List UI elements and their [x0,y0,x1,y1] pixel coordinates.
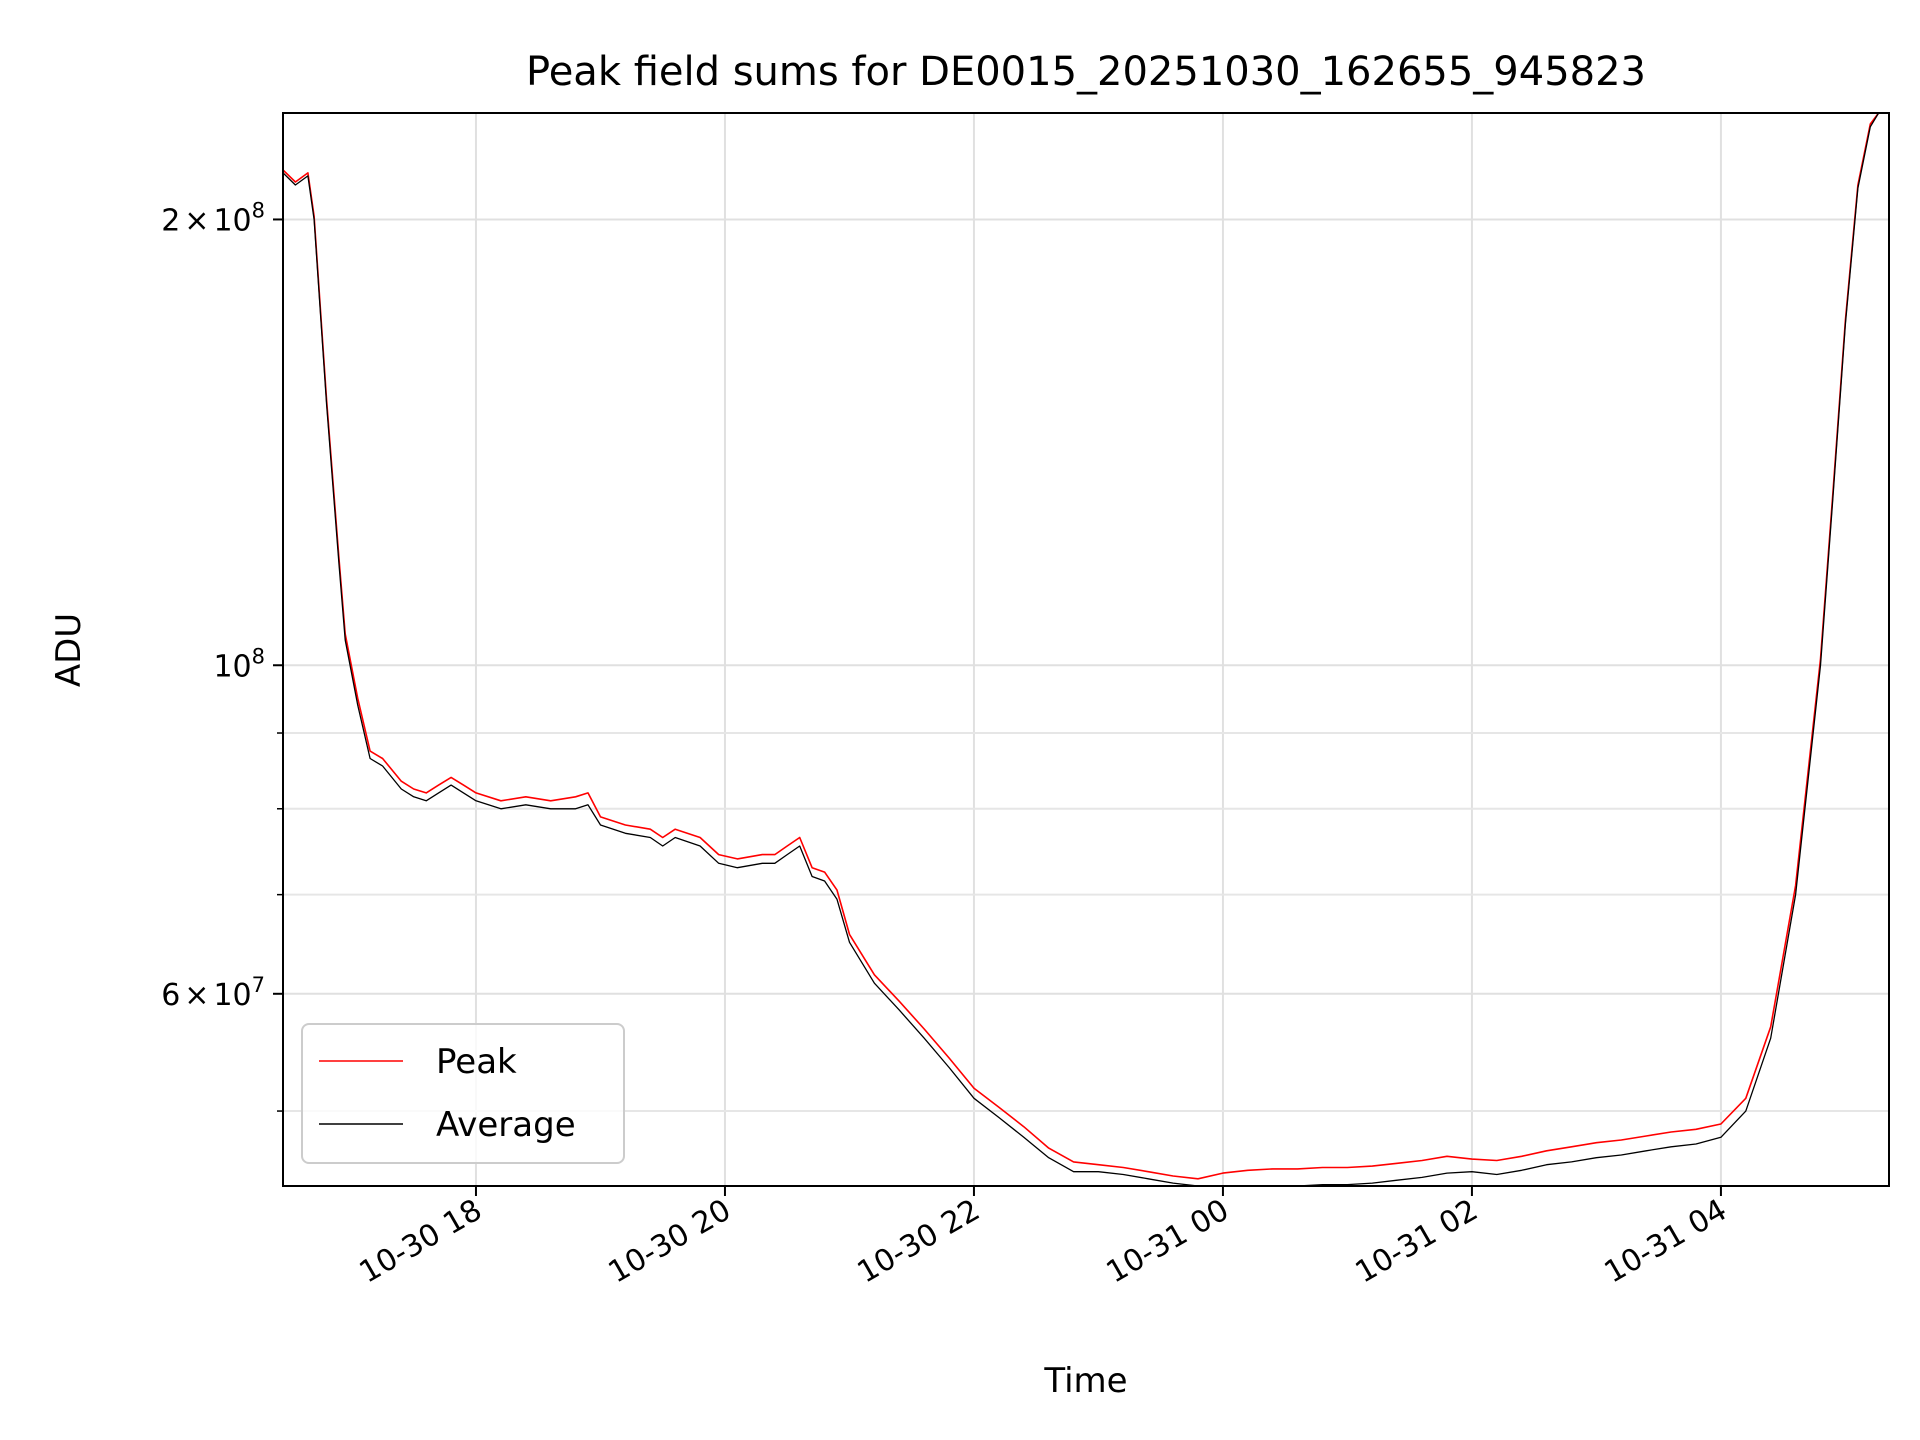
plot-frame [282,112,1890,1187]
y-tick-times: × [184,978,209,1013]
y-tick-label: 2 × 108 [161,198,265,238]
x-axis-label: Time [1043,1361,1127,1401]
y-axis-label: ADU [49,613,89,687]
y-tick-exponent: 8 [252,198,265,222]
legend-label-peak: Peak [436,1042,517,1082]
y-tick-exponent: 7 [252,973,265,997]
y-tick-base: 10 [213,203,251,238]
chart-title: Peak field sums for DE0015_20251030_1626… [526,49,1646,95]
y-tick-base: 10 [213,649,251,684]
y-tick-exponent: 8 [252,644,265,668]
y-tick-base: 10 [213,978,251,1013]
y-tick-times: × [184,203,209,238]
legend: Peak Average [301,1023,625,1164]
y-tick-mantissa: 2 [161,203,180,238]
series-line-average [283,113,1889,1186]
legend-label-average: Average [436,1105,576,1145]
legend-box [301,1023,625,1164]
series-line-peak [283,113,1889,1180]
y-tick-label: 6 × 107 [161,973,265,1013]
series-layer [283,113,1889,1186]
y-tick-label: 108 [213,644,265,684]
y-tick-mantissa: 6 [161,978,180,1013]
